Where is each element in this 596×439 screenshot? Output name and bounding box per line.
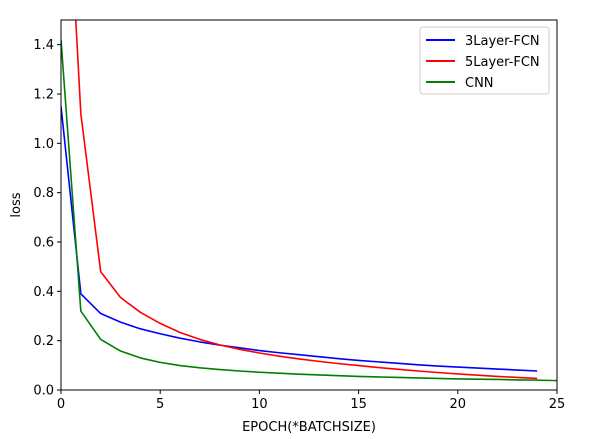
plot-frame <box>60 19 558 391</box>
x-tick-label: 0 <box>57 397 65 412</box>
legend-label: 3Layer-FCN <box>465 34 540 49</box>
x-axis-label: EPOCH(*BATCHSIZE) <box>242 420 376 435</box>
y-axis-label: loss <box>9 192 24 217</box>
series-line-1 <box>74 20 538 380</box>
y-tick-label: 0.8 <box>33 186 54 201</box>
series-lines <box>61 20 557 382</box>
y-tick-label: 0.6 <box>33 236 54 251</box>
y-tick-label: 0.4 <box>33 285 54 300</box>
series-line-2 <box>61 39 557 382</box>
legend: 3Layer-FCN 5Layer-FCN CNN <box>419 26 550 95</box>
legend-label: CNN <box>465 76 494 91</box>
y-tick-label: 1.4 <box>33 38 54 53</box>
y-tick-label: 0.2 <box>33 334 54 349</box>
x-tick-label: 15 <box>350 397 367 412</box>
legend-label: 5Layer-FCN <box>465 55 540 70</box>
x-tick-label: 20 <box>450 397 467 412</box>
x-tick-label: 25 <box>549 397 566 412</box>
y-tick-label: 1.0 <box>33 137 54 152</box>
y-axis-ticks: 0.0 0.2 0.4 0.6 0.8 1.0 1.2 1.4 <box>33 38 61 399</box>
legend-box <box>419 26 550 95</box>
y-tick-label: 0.0 <box>33 384 54 399</box>
series-line-0 <box>61 106 538 372</box>
y-tick-label: 1.2 <box>33 88 54 103</box>
x-tick-label: 5 <box>156 397 164 412</box>
x-axis-ticks: 0 5 10 15 20 25 <box>57 390 565 412</box>
x-tick-label: 10 <box>251 397 268 412</box>
